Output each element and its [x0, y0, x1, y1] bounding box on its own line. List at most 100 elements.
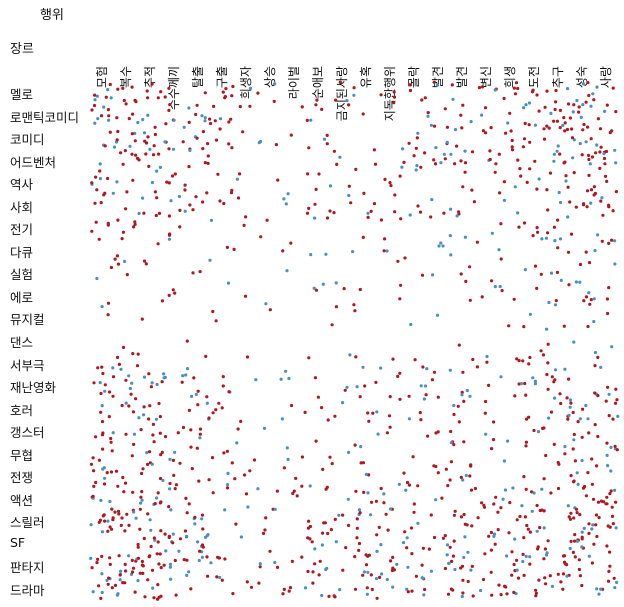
data-point: [578, 142, 582, 146]
data-point: [168, 565, 172, 569]
data-point: [196, 403, 200, 407]
data-point: [568, 116, 573, 120]
data-point: [528, 167, 532, 171]
data-point: [447, 561, 451, 566]
data-point: [355, 536, 359, 540]
data-point: [379, 543, 383, 547]
data-point: [563, 562, 567, 566]
data-point: [388, 507, 393, 511]
data-point: [314, 187, 318, 191]
data-point: [587, 531, 591, 536]
data-point: [130, 454, 134, 458]
data-point: [318, 559, 322, 563]
data-point: [230, 146, 234, 150]
data-point: [586, 81, 590, 85]
data-point: [488, 149, 492, 153]
data-point: [592, 185, 597, 189]
data-point: [519, 382, 524, 386]
data-point: [614, 526, 618, 530]
x-tick-label: 지독한행위: [382, 66, 397, 121]
data-point: [145, 89, 149, 93]
data-point: [97, 237, 101, 241]
data-point: [442, 211, 446, 215]
data-point: [391, 585, 395, 589]
data-point: [497, 583, 501, 587]
data-point: [192, 376, 196, 380]
data-point: [400, 165, 404, 169]
data-point: [173, 450, 177, 454]
data-point: [566, 215, 570, 219]
data-point: [383, 237, 387, 241]
data-point: [162, 372, 166, 376]
data-point: [517, 225, 521, 229]
data-point: [182, 125, 186, 129]
data-point: [568, 398, 573, 402]
data-point: [592, 297, 596, 301]
data-point: [203, 535, 208, 540]
data-point: [138, 571, 142, 575]
data-point: [303, 586, 308, 590]
data-point: [153, 132, 157, 137]
data-point: [480, 113, 484, 117]
data-point: [443, 566, 447, 571]
data-point: [244, 492, 249, 496]
x-tick-label: 상승: [263, 66, 277, 88]
data-point: [203, 119, 207, 123]
data-point: [462, 399, 466, 403]
data-point: [130, 152, 134, 156]
data-point: [580, 530, 584, 534]
data-point: [131, 490, 135, 494]
data-point: [123, 529, 127, 533]
data-point: [489, 126, 493, 130]
data-point: [572, 340, 576, 344]
data-point: [263, 528, 267, 532]
data-point: [187, 570, 191, 574]
data-point: [229, 117, 233, 121]
data-point: [141, 564, 145, 568]
data-point: [217, 401, 221, 405]
data-point: [613, 401, 618, 405]
data-point: [107, 118, 111, 122]
y-tick-label: 전기: [10, 222, 34, 238]
data-point: [426, 111, 430, 115]
data-point: [475, 365, 479, 369]
data-point: [414, 146, 418, 150]
data-point: [498, 191, 502, 195]
data-point: [109, 96, 113, 100]
data-point: [497, 248, 501, 252]
data-point: [563, 129, 567, 133]
data-point: [309, 118, 313, 122]
data-point: [608, 492, 612, 496]
data-point: [279, 377, 283, 381]
data-point: [138, 527, 142, 531]
data-point: [363, 384, 367, 388]
data-point: [119, 523, 123, 528]
data-point: [558, 237, 563, 241]
data-point: [611, 209, 615, 213]
data-point: [401, 147, 405, 151]
data-point: [176, 431, 180, 435]
data-point: [421, 576, 425, 580]
data-point: [121, 86, 125, 90]
data-point: [572, 171, 576, 175]
data-point: [131, 410, 135, 414]
data-point: [191, 271, 195, 275]
data-point: [590, 527, 594, 531]
data-point: [384, 512, 388, 516]
data-point: [483, 552, 487, 556]
data-point: [614, 500, 618, 504]
data-point: [198, 549, 202, 553]
data-point: [602, 500, 606, 504]
data-point: [578, 574, 583, 578]
data-point: [321, 467, 325, 471]
data-point: [106, 519, 110, 523]
data-point: [103, 519, 107, 523]
data-point: [522, 137, 527, 141]
data-point: [181, 374, 185, 378]
data-point: [141, 467, 145, 471]
data-point: [527, 123, 531, 127]
data-point: [587, 157, 591, 162]
data-point: [320, 543, 324, 547]
data-point: [153, 125, 157, 129]
